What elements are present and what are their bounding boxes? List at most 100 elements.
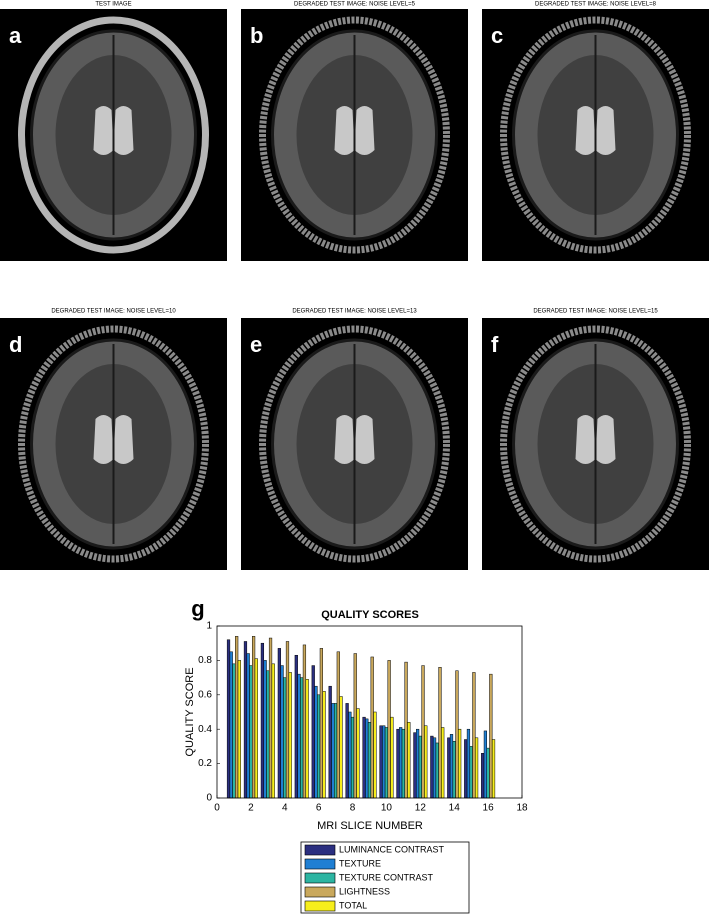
x-tick-label: 14 [449,803,461,814]
bar [455,670,459,799]
bar [336,651,340,799]
y-tick-label: 0.2 [198,758,212,769]
panel-letter: c [491,23,503,48]
bar [387,660,391,799]
plot-frame [216,625,523,799]
panel-title: DEGRADED TEST IMAGE: NOISE LEVEL=5 [294,2,416,8]
bar [246,653,250,799]
x-tick-label: 0 [214,803,220,814]
bar [334,703,338,799]
bar [328,685,332,799]
bar [421,665,425,799]
panel-title: DEGRADED TEST IMAGE: NOISE LEVEL=8 [535,2,657,8]
x-tick-label: 12 [415,803,427,814]
x-tick-label: 18 [516,803,528,814]
panel-letter: b [250,23,263,48]
ventricle [334,106,375,155]
ventricle [575,106,616,155]
bar [283,677,287,799]
bar [260,642,265,799]
bar [271,663,275,799]
bar [489,673,493,799]
ventricle [334,415,375,464]
legend-swatch [304,900,336,912]
panel-letter: e [250,332,262,357]
bar [382,725,386,799]
bar [367,722,372,799]
bar [464,739,468,799]
skull [18,16,209,254]
bar [481,753,485,799]
x-tick-label: 6 [316,803,322,814]
bar [232,663,236,799]
y-tick-label: 0 [206,793,212,804]
bar [435,742,439,799]
bar [254,658,258,799]
y-tick-label: 0.8 [198,655,212,666]
y-tick-label: 0.6 [198,689,212,700]
bar [280,665,284,799]
bar [438,667,442,799]
bar [396,728,400,799]
bar [317,694,321,799]
bar [350,716,355,799]
bar [322,691,326,799]
bar [413,732,417,799]
bar [472,672,476,799]
bar [458,728,462,799]
bar [486,747,490,799]
bar [285,641,290,799]
y-tick-label: 0.4 [198,724,212,735]
bar [390,716,394,799]
bar [491,739,496,799]
skull [259,325,450,563]
bar [288,672,292,799]
panel-letter: g [191,596,204,621]
bar [300,677,304,799]
bar [356,708,360,799]
bar [331,703,335,799]
ventricle [575,415,616,464]
panel-letter: d [9,332,22,357]
legend-swatch [304,858,336,870]
panel-letter: a [9,23,22,48]
legend-swatch [304,844,336,856]
bar [263,660,267,799]
bar [474,737,479,799]
panel-title: DEGRADED TEST IMAGE: NOISE LEVEL=10 [51,309,176,315]
bar [365,718,369,799]
x-axis-label: MRI SLICE NUMBER [317,820,423,832]
bar [370,656,374,799]
bar [345,703,349,799]
x-tick-label: 4 [282,803,288,814]
bar [399,727,403,799]
x-tick-label: 2 [248,803,254,814]
x-tick-label: 10 [381,803,393,814]
bar [449,734,454,799]
bar [447,737,451,799]
bar [379,725,383,799]
x-tick-label: 8 [350,803,356,814]
bar [294,654,298,799]
bar [452,740,456,799]
skull [259,16,450,254]
legend-swatch [304,872,336,884]
bar [384,727,389,799]
bar [424,725,428,799]
bar [407,722,411,799]
legend-swatch [304,886,336,898]
legend-label: LIGHTNESS [339,886,390,896]
bar [418,735,422,799]
bar [469,746,473,799]
bar [314,685,318,799]
bar [416,728,420,799]
bar [229,651,233,799]
legend-label: TEXTURE [339,858,381,868]
bar [348,711,352,799]
panel-letter: f [491,332,499,357]
bar [226,639,231,799]
bar [319,648,323,799]
panel-title: TEST IMAGE [95,2,131,8]
legend-label: TEXTURE CONTRAST [339,872,434,882]
bar [353,653,357,799]
